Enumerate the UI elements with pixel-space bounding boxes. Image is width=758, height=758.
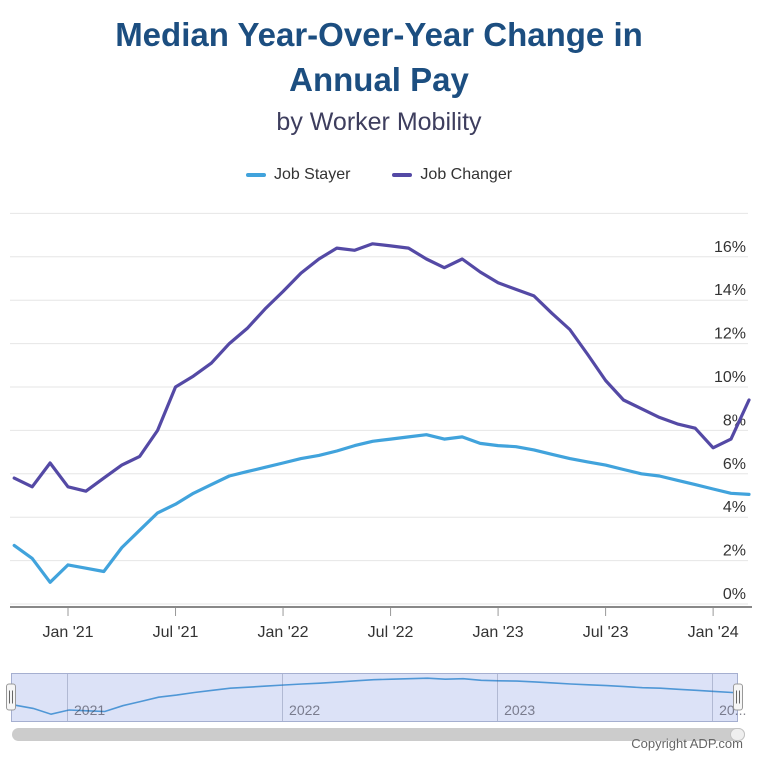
navigator[interactable]: 2021 2022 2023 20... (11, 673, 746, 722)
navigator-year-label: 2023 (504, 702, 536, 718)
navigator-year-line (497, 674, 499, 721)
y-axis-label: 2% (723, 543, 746, 560)
legend: Job Stayer Job Changer (0, 166, 758, 184)
y-axis-label: 14% (714, 282, 746, 299)
legend-item-label: Job Stayer (273, 166, 351, 183)
y-axis-label: 10% (714, 369, 746, 386)
navigator-mini-chart (15, 677, 737, 716)
navigator-year-line (67, 674, 68, 721)
legend-item-label: Job Changer (420, 166, 513, 183)
y-axis-label: 12% (714, 326, 746, 343)
navigator-year-label: 2022 (289, 702, 321, 718)
job-stayer-swatch (245, 173, 266, 177)
navigator-year-line (712, 674, 714, 721)
main-chart: 0%2%4%6%8%10%12%14%16%Jan '21 Jul '21 Jan … (10, 212, 752, 641)
page-subtitle: by Worker Mobility (276, 108, 482, 136)
x-axis-label: Jan '24 (688, 624, 739, 641)
navigator-year-line (282, 674, 284, 721)
copyright-label: Copyright ADP.com (631, 736, 743, 751)
page-title: Median Year-Over-Year Change in Annual P… (115, 16, 643, 98)
job-changer-swatch (392, 173, 413, 177)
legend-item-job-stayer[interactable]: Job Stayer (245, 166, 351, 184)
scrollbar[interactable] (12, 728, 745, 741)
navigator-mini-line (15, 677, 737, 716)
y-axis-label: 16% (714, 239, 746, 256)
y-axis-label: 0% (723, 586, 746, 603)
navigator-handle-right[interactable] (733, 683, 743, 711)
y-axis-label: 6% (723, 456, 746, 473)
scrollbar-right-button[interactable] (730, 728, 745, 741)
x-axis-label: Jul '23 (583, 624, 629, 641)
x-axis-label: Jan '21 (42, 624, 93, 641)
x-axis-label: Jan '23 (473, 624, 524, 641)
x-axis-label: Jan '22 (257, 624, 308, 641)
navigator-handle-left[interactable] (6, 683, 16, 711)
x-axis-label: Jul '22 (368, 624, 414, 641)
y-axis-label: 4% (723, 499, 746, 516)
navigator-year-label: 2021 (74, 702, 106, 718)
job-changer-line[interactable] (12, 242, 751, 493)
legend-item-job-changer[interactable]: Job Changer (392, 166, 512, 184)
x-axis-label: Jul '21 (153, 624, 199, 641)
job-stayer-line[interactable] (12, 433, 751, 584)
